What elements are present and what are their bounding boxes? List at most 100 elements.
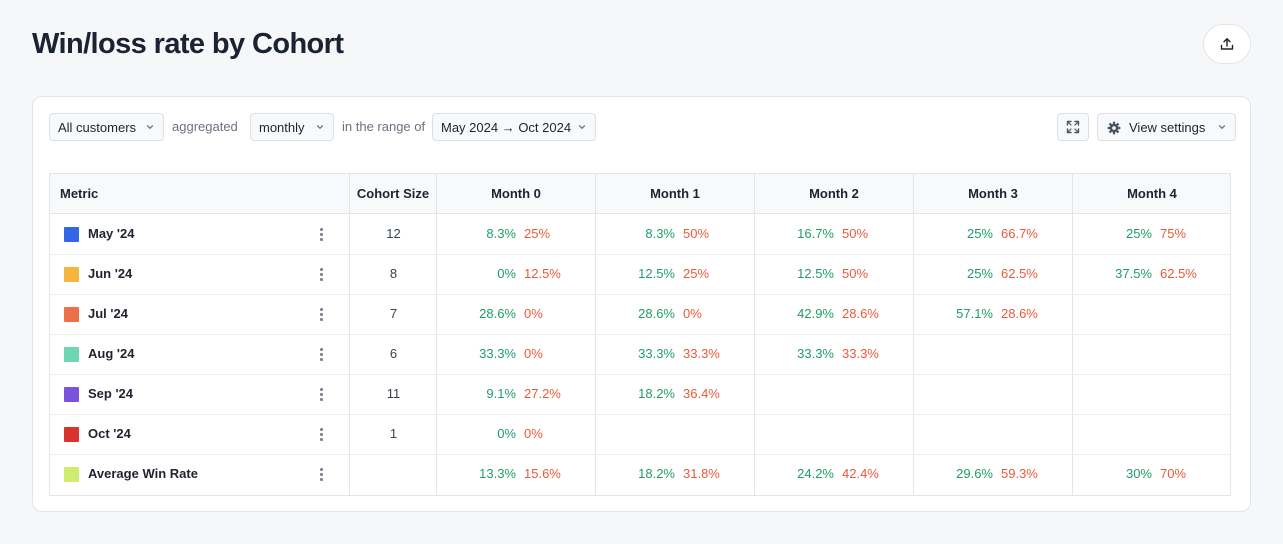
cohort-table: Metric Cohort Size Month 0 Month 1 Month… [49,173,1231,496]
cohort-color-swatch [64,347,79,362]
header-month-0[interactable]: Month 0 [491,186,541,201]
cohort-card: All customers aggregated monthly in the … [32,96,1251,512]
granularity-dropdown[interactable]: monthly [250,113,334,141]
rate-cell: 33.3% 0% [437,334,595,374]
date-range-dropdown[interactable]: May 2024 → Oct 2024 [432,113,596,141]
win-rate-value: 13.3% [479,466,516,481]
rate-cell: 25% 66.7% [914,214,1072,254]
cohort-name: Aug '24 [88,346,135,361]
page-title: Win/loss rate by Cohort [32,28,344,60]
row-divider [50,454,1230,455]
table-row: Aug '24 6 33.3% 0% 33.3% 33.3% 33.3% 33.3% [50,334,1230,374]
rate-cell: 25% 75% [1073,214,1231,254]
win-rate-value: 30% [1125,466,1152,481]
rate-cell: 18.2% 31.8% [596,454,754,494]
rate-cell: 16.7% 50% [755,214,913,254]
rate-cell: 33.3% 33.3% [755,334,913,374]
loss-rate-value: 0% [683,306,702,321]
chevron-down-icon [316,125,324,129]
win-rate-value: 29.6% [956,466,993,481]
win-rate-value: 28.6% [479,306,516,321]
table-row: May '24 12 8.3% 25% 8.3% 50% 16.7% 50% 25% 66.7% 2… [50,214,1230,254]
expand-button[interactable] [1057,113,1089,141]
cohort-color-swatch [64,427,79,442]
kebab-menu-icon[interactable] [314,266,328,282]
loss-rate-value: 31.8% [683,466,720,481]
header-month-4[interactable]: Month 4 [1127,186,1177,201]
kebab-menu-icon[interactable] [314,426,328,442]
table-row: Jul '24 7 28.6% 0% 28.6% 0% 42.9% 28.6% 57.1% 28.… [50,294,1230,334]
loss-rate-value: 15.6% [524,466,561,481]
rate-cell: 12.5% 50% [755,254,913,294]
row-divider [50,254,1230,255]
export-button[interactable] [1203,24,1251,64]
rate-cell: 28.6% 0% [596,294,754,334]
loss-rate-value: 12.5% [524,266,561,281]
view-settings-button[interactable]: View settings [1097,113,1236,141]
loss-rate-value: 50% [683,226,710,241]
kebab-menu-icon[interactable] [314,346,328,362]
loss-rate-value: 66.7% [1001,226,1038,241]
rate-cell: 0% 0% [437,414,595,454]
rate-cell: 29.6% 59.3% [914,454,1072,494]
loss-rate-value: 28.6% [842,306,879,321]
loss-rate-value: 0% [524,346,543,361]
rate-cell: 0% 12.5% [437,254,595,294]
header-cohort-size[interactable]: Cohort Size [356,186,430,201]
cohort-size-value: 12 [386,226,401,241]
win-rate-value: 33.3% [797,346,834,361]
win-rate-value: 25% [1125,226,1152,241]
date-range-dropdown-label: May 2024 → Oct 2024 [441,119,572,135]
cohort-size-value: 1 [389,426,398,441]
customers-dropdown-label: All customers [58,119,137,135]
rate-cell: 25% 62.5% [914,254,1072,294]
header-month-3[interactable]: Month 3 [968,186,1018,201]
cohort-name: Sep '24 [88,386,134,401]
kebab-menu-icon[interactable] [314,466,328,482]
loss-rate-value: 25% [683,266,710,281]
cohort-size-value: 7 [389,306,398,321]
win-rate-value: 0% [497,266,516,281]
win-rate-value: 24.2% [797,466,834,481]
loss-rate-value: 33.3% [842,346,879,361]
win-rate-value: 8.3% [645,226,675,241]
row-divider [50,414,1230,415]
chevron-down-icon [1218,125,1226,129]
rate-cell: 18.2% 36.4% [596,374,754,414]
win-rate-value: 25% [966,226,993,241]
cohort-name: May '24 [88,226,135,241]
kebab-menu-icon[interactable] [314,306,328,322]
cohort-name: Jun '24 [88,266,133,281]
header-metric[interactable]: Metric [60,186,99,201]
cohort-size-value: 11 [386,386,401,401]
loss-rate-value: 75% [1160,226,1187,241]
loss-rate-value: 28.6% [1001,306,1038,321]
rate-cell: 13.3% 15.6% [437,454,595,494]
table-row: Oct '24 1 0% 0% [50,414,1230,454]
range-label: in the range of [342,119,426,134]
upload-icon [1220,38,1234,50]
loss-rate-value: 50% [842,266,869,281]
customers-dropdown[interactable]: All customers [49,113,164,141]
loss-rate-value: 27.2% [524,386,561,401]
header-month-2[interactable]: Month 2 [809,186,859,201]
cohort-name: Jul '24 [88,306,128,321]
win-rate-value: 42.9% [797,306,834,321]
cohort-color-swatch [64,227,79,242]
header-month-1[interactable]: Month 1 [650,186,700,201]
gear-icon [1107,121,1121,135]
cohort-color-swatch [64,267,79,282]
win-rate-value: 37.5% [1115,266,1152,281]
table-header [50,174,1230,214]
kebab-menu-icon[interactable] [314,226,328,242]
kebab-menu-icon[interactable] [314,386,328,402]
table-row: Sep '24 11 9.1% 27.2% 18.2% 36.4% [50,374,1230,414]
table-row: Average Win Rate 13.3% 15.6% 18.2% 31.8% 24.2… [50,454,1230,494]
cohort-size-value: 6 [389,346,398,361]
chevron-down-icon [578,125,586,129]
win-rate-value: 0% [497,426,516,441]
win-rate-value: 33.3% [479,346,516,361]
aggregated-label: aggregated [172,119,238,134]
loss-rate-value: 70% [1160,466,1187,481]
expand-icon [1066,120,1080,134]
